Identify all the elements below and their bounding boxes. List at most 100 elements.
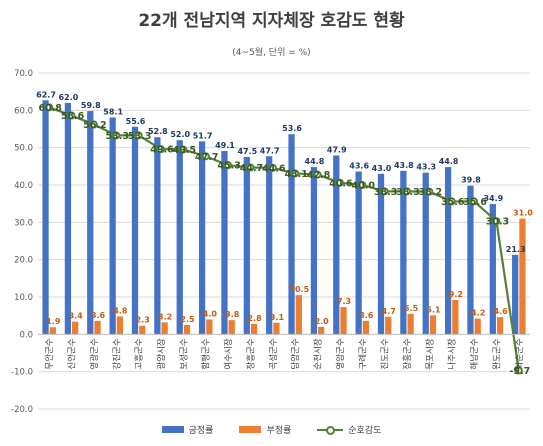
bar-positive (176, 140, 183, 335)
legend-swatch-net (317, 425, 344, 435)
y-tick-label: 50.0 (14, 144, 33, 154)
x-tick-label: 장흥군수 (245, 338, 256, 369)
data-label-net: -9.7 (509, 366, 530, 377)
legend-label-positive: 긍정률 (188, 426, 214, 436)
data-label-positive: 52.0 (170, 130, 190, 139)
bar-negative (385, 316, 392, 335)
net-favorability-point (45, 103, 54, 112)
net-favorability-point (134, 131, 143, 140)
data-label-net: 38.2 (419, 187, 442, 198)
data-label-positive: 47.7 (260, 146, 280, 155)
net-favorability-point (246, 163, 255, 172)
chart-legend: 긍정률 부정률 순호감도 (0, 423, 543, 436)
bar-negative (407, 313, 414, 335)
bar-negative (340, 307, 347, 335)
bar-negative (72, 321, 79, 335)
data-label-negative: 7.3 (337, 297, 351, 306)
bar-positive (64, 102, 72, 335)
y-tick-label: 40.0 (14, 181, 33, 191)
data-label-positive: 44.8 (439, 157, 459, 166)
data-label-negative: 10.5 (289, 285, 309, 294)
x-tick-label: 함평군수 (201, 338, 212, 369)
net-favorability-point (425, 187, 434, 196)
data-label-positive: 58.1 (103, 107, 123, 116)
y-tick-label: 30.0 (14, 218, 33, 228)
bar-positive (400, 170, 407, 335)
data-label-negative: 3.1 (270, 313, 285, 322)
bar-negative (362, 320, 370, 335)
bar-negative (429, 315, 437, 335)
net-favorability-point (67, 111, 76, 120)
y-tick-label: 0.0 (19, 330, 33, 340)
bar-positive (266, 156, 273, 335)
data-label-net: 44.7 (240, 163, 263, 174)
bar-positive (87, 111, 94, 335)
net-favorability-line (48, 106, 520, 371)
chart-title: 22개 전남지역 지자체장 호감도 현황 (138, 11, 405, 31)
data-label-negative: 2.8 (247, 314, 262, 323)
legend-label-negative: 부정률 (266, 426, 292, 436)
data-label-negative: 9.2 (449, 290, 463, 299)
bar-positive (333, 155, 340, 335)
data-label-negative: 31.0 (513, 209, 533, 218)
data-label-net: 35.6 (441, 197, 465, 208)
x-tick-label: 담양군수 (290, 338, 301, 369)
net-favorability-point (179, 145, 188, 154)
data-label-positive: 43.8 (394, 161, 414, 170)
bar-positive (467, 185, 474, 335)
x-tick-label: 목포시장 (424, 338, 435, 369)
bar-positive (355, 171, 362, 335)
data-label-net: 53.3 (128, 131, 151, 142)
bar-positive (243, 157, 250, 335)
y-tick-label: 60.0 (14, 106, 33, 116)
chart-subtitle: (4~5월, 단위 = %) (232, 48, 311, 58)
data-label-net: 40.0 (352, 181, 376, 192)
y-tick-label: 70.0 (14, 69, 33, 79)
data-label-negative: 3.6 (91, 311, 106, 320)
x-tick-label: 신안군수 (67, 338, 78, 369)
x-tick-label: 곡성군수 (269, 338, 279, 369)
x-tick-label: 고흥군수 (134, 338, 145, 369)
legend-item-negative: 부정률 (239, 423, 291, 436)
net-favorability-point (201, 152, 210, 161)
bar-negative (496, 317, 504, 335)
x-tick-label: 광양시장 (156, 338, 167, 369)
bar-positive (288, 134, 295, 335)
bar-positive (109, 117, 116, 335)
data-label-net: 38.3 (396, 187, 419, 198)
data-label-net: 44.6 (262, 163, 286, 174)
data-label-negative: 1.9 (46, 317, 61, 326)
bar-negative (295, 295, 302, 335)
data-label-positive: 21.3 (506, 245, 526, 254)
bar-positive (131, 126, 139, 335)
data-label-negative: 3.8 (225, 310, 240, 319)
x-tick-label: 해남군수 (470, 338, 480, 369)
bar-positive (512, 254, 519, 335)
bar-positive (310, 167, 318, 335)
x-tick-label: 영광군수 (89, 338, 100, 369)
data-label-net: 49.6 (150, 145, 174, 156)
y-tick-label: 20.0 (14, 256, 33, 266)
data-label-net: 43.1 (284, 169, 307, 180)
x-tick-label: 강진군수 (111, 338, 122, 369)
data-label-net: 58.6 (61, 111, 85, 122)
net-favorability-point (89, 120, 98, 129)
data-label-positive: 53.6 (282, 124, 302, 133)
data-label-positive: 47.5 (237, 147, 257, 156)
data-label-positive: 62.7 (36, 90, 56, 99)
net-favorability-point (112, 131, 121, 140)
data-label-negative: 4.7 (382, 307, 396, 316)
data-label-net: 49.5 (173, 145, 196, 156)
y-tick-label: -20.0 (11, 405, 33, 415)
x-tick-label: 영암군수 (335, 338, 346, 369)
bar-negative (116, 316, 124, 335)
data-label-positive: 44.8 (305, 157, 325, 166)
data-label-net: 60.8 (38, 103, 62, 114)
data-label-positive: 39.8 (461, 176, 481, 185)
x-tick-label: 구례군수 (357, 338, 368, 369)
bar-negative (452, 299, 459, 335)
bar-positive (154, 137, 161, 335)
bar-negative (183, 325, 191, 335)
net-favorability-point (335, 178, 344, 187)
